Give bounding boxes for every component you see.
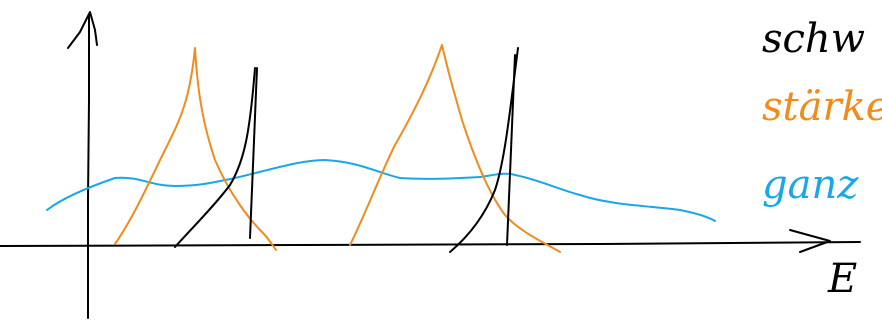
label-weak: schw bbox=[762, 16, 865, 62]
broad-curve bbox=[47, 160, 715, 221]
label-strong: stärke bbox=[762, 84, 882, 130]
sketch: schw stärke ganz E bbox=[0, 0, 882, 323]
page: {"curve_labels": ["schw", "stärke", "gan… bbox=[0, 0, 882, 323]
x-axis bbox=[0, 242, 860, 246]
weak-curves bbox=[175, 48, 518, 252]
axis-label: E bbox=[827, 256, 857, 302]
y-axis-arrow bbox=[68, 12, 97, 48]
axes bbox=[0, 12, 860, 318]
peak bbox=[115, 48, 276, 250]
strong-curves bbox=[115, 45, 560, 252]
x-axis-arrow bbox=[790, 230, 830, 252]
y-axis bbox=[88, 15, 89, 318]
edge bbox=[507, 55, 515, 245]
peak bbox=[350, 45, 560, 252]
label-broad: ganz bbox=[762, 162, 859, 208]
